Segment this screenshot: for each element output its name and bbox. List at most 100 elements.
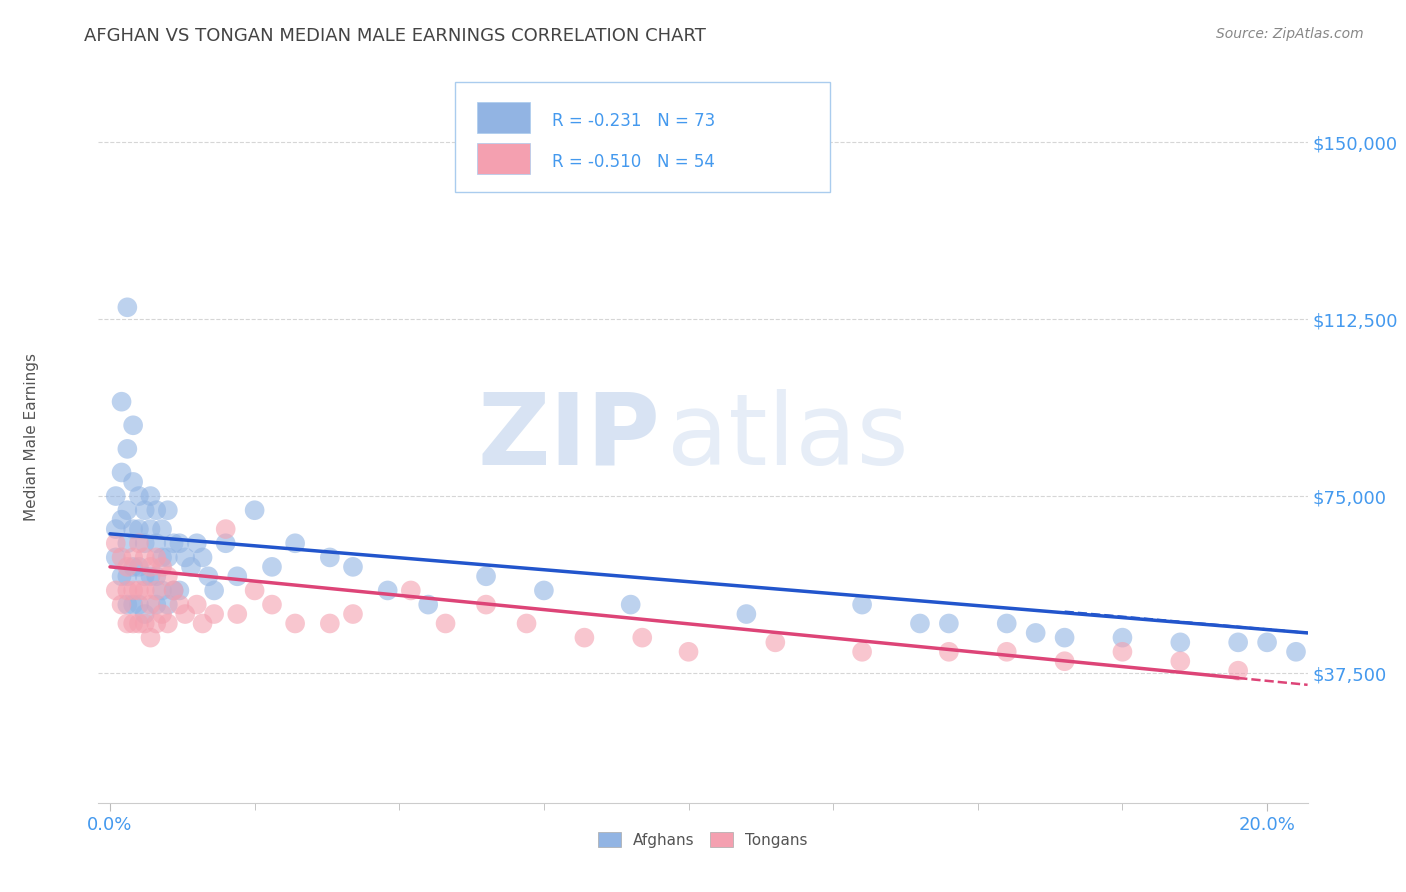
Point xyxy=(128,522,150,536)
Text: atlas: atlas xyxy=(666,389,908,485)
Point xyxy=(122,559,145,574)
Point xyxy=(117,536,139,550)
Text: Median Male Earnings: Median Male Earnings xyxy=(24,353,39,521)
Point xyxy=(434,616,457,631)
Point xyxy=(104,583,127,598)
Text: R = -0.231   N = 73: R = -0.231 N = 73 xyxy=(551,112,716,130)
Point xyxy=(533,583,555,598)
Point xyxy=(145,598,167,612)
Point xyxy=(908,616,931,631)
Point xyxy=(620,598,643,612)
Point xyxy=(162,536,184,550)
Point xyxy=(110,394,132,409)
Point xyxy=(104,489,127,503)
Point xyxy=(226,569,249,583)
Point xyxy=(122,475,145,489)
Point xyxy=(122,583,145,598)
Point xyxy=(995,645,1018,659)
Point xyxy=(104,550,127,565)
Point xyxy=(377,583,399,598)
Point xyxy=(150,607,173,621)
Point xyxy=(475,569,498,583)
Text: ZIP: ZIP xyxy=(478,389,661,485)
Point xyxy=(134,503,156,517)
Point xyxy=(134,569,156,583)
Point xyxy=(418,598,440,612)
Point xyxy=(117,559,139,574)
Text: R = -0.510   N = 54: R = -0.510 N = 54 xyxy=(551,153,714,171)
Point xyxy=(110,598,132,612)
Point xyxy=(202,583,225,598)
Point xyxy=(128,559,150,574)
Point xyxy=(145,550,167,565)
Point xyxy=(134,536,156,550)
Point xyxy=(1168,654,1191,668)
Point xyxy=(1111,631,1133,645)
Point xyxy=(104,536,127,550)
Point xyxy=(156,598,179,612)
Point xyxy=(145,616,167,631)
Point xyxy=(117,503,139,517)
Point xyxy=(284,616,307,631)
Point xyxy=(122,522,145,536)
Point xyxy=(145,503,167,517)
Point xyxy=(215,536,238,550)
Point xyxy=(399,583,422,598)
Point xyxy=(191,550,214,565)
Point xyxy=(574,631,596,645)
Point xyxy=(117,616,139,631)
Point xyxy=(851,645,873,659)
Point xyxy=(1053,654,1076,668)
Text: Source: ZipAtlas.com: Source: ZipAtlas.com xyxy=(1216,27,1364,41)
Point xyxy=(145,536,167,550)
Point xyxy=(128,536,150,550)
Point xyxy=(342,607,364,621)
Point xyxy=(117,583,139,598)
Point xyxy=(104,522,127,536)
Point xyxy=(150,583,173,598)
Point xyxy=(938,616,960,631)
Point xyxy=(122,550,145,565)
Point xyxy=(150,559,173,574)
Point xyxy=(110,513,132,527)
Point xyxy=(139,522,162,536)
Point xyxy=(139,489,162,503)
Point xyxy=(145,569,167,583)
Point xyxy=(174,550,197,565)
Point xyxy=(1285,645,1308,659)
Point xyxy=(319,616,342,631)
Point xyxy=(186,536,208,550)
Point xyxy=(735,607,758,621)
Point xyxy=(678,645,700,659)
Point xyxy=(150,550,173,565)
Point xyxy=(197,569,219,583)
Point xyxy=(156,550,179,565)
FancyBboxPatch shape xyxy=(456,82,830,192)
Point xyxy=(191,616,214,631)
Point xyxy=(110,569,132,583)
Point xyxy=(128,598,150,612)
Point xyxy=(122,418,145,433)
Point xyxy=(150,522,173,536)
Point xyxy=(128,616,150,631)
Point xyxy=(156,503,179,517)
Point xyxy=(515,616,537,631)
Point xyxy=(243,503,266,517)
Point xyxy=(342,559,364,574)
Point xyxy=(139,631,162,645)
Point xyxy=(1053,631,1076,645)
Point xyxy=(475,598,498,612)
Point xyxy=(1025,626,1047,640)
Point xyxy=(134,583,156,598)
FancyBboxPatch shape xyxy=(477,103,530,133)
Point xyxy=(180,559,202,574)
Point xyxy=(631,631,654,645)
Point xyxy=(1227,664,1250,678)
Point xyxy=(117,442,139,456)
Point xyxy=(128,489,150,503)
Point xyxy=(284,536,307,550)
Point xyxy=(202,607,225,621)
Point xyxy=(145,583,167,598)
Legend: Afghans, Tongans: Afghans, Tongans xyxy=(592,825,814,854)
Text: AFGHAN VS TONGAN MEDIAN MALE EARNINGS CORRELATION CHART: AFGHAN VS TONGAN MEDIAN MALE EARNINGS CO… xyxy=(84,27,706,45)
